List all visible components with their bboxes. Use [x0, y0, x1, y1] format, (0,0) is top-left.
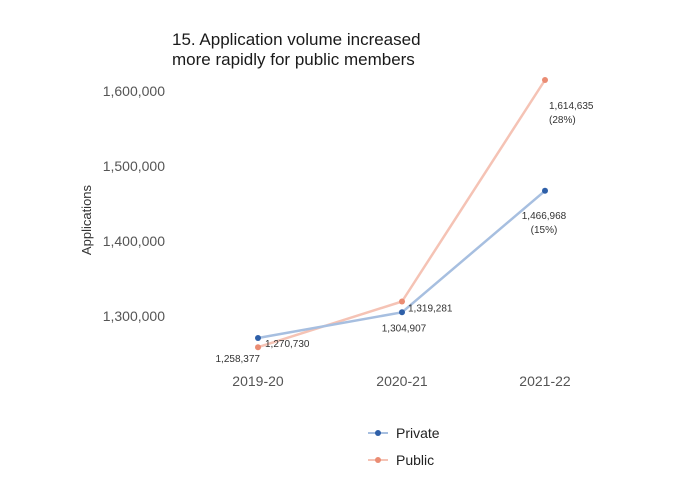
- x-tick-label: 2020-21: [376, 373, 428, 389]
- chart-title-line-2: more rapidly for public members: [172, 50, 415, 69]
- y-tick-label: 1,600,000: [103, 83, 165, 99]
- data-label-private-2019-20: 1,270,730: [265, 339, 310, 350]
- point-private-2020-21: [399, 309, 405, 316]
- x-axis-ticks: 2019-20 2020-21 2021-22: [232, 373, 571, 389]
- point-private-2021-22: [542, 187, 548, 194]
- y-axis-label: Applications: [79, 184, 94, 255]
- legend-marker-public: [375, 457, 381, 463]
- legend-label-public: Public: [396, 452, 434, 468]
- y-tick-label: 1,400,000: [103, 233, 165, 249]
- y-tick-label: 1,500,000: [103, 158, 165, 174]
- data-label-public-2019-20: 1,258,377: [216, 354, 261, 365]
- legend: Private Public: [368, 425, 440, 468]
- x-tick-label: 2019-20: [232, 373, 284, 389]
- legend-item-public[interactable]: Public: [368, 452, 434, 468]
- y-axis-ticks: 1,300,000 1,400,000 1,500,000 1,600,000: [103, 83, 165, 324]
- data-labels: 1,270,730 1,304,907 1,466,968 (15%) 1,258,37…: [216, 101, 594, 365]
- data-label-public-2020-21: 1,319,281: [408, 304, 453, 315]
- point-public-2019-20: [255, 344, 261, 351]
- legend-label-private: Private: [396, 425, 440, 441]
- legend-item-private[interactable]: Private: [368, 425, 440, 441]
- y-tick-label: 1,300,000: [103, 308, 165, 324]
- point-public-2020-21: [399, 298, 405, 305]
- series-line-private: [257, 189, 546, 340]
- data-label-public-2021-22: 1,614,635 (28%): [549, 101, 594, 126]
- series-points: [255, 77, 548, 351]
- point-public-2021-22: [542, 77, 548, 83]
- x-tick-label: 2021-22: [519, 373, 571, 389]
- series-lines: [257, 79, 547, 349]
- data-label-private-2021-22: 1,466,968 (15%): [522, 211, 567, 236]
- series-line-public: [257, 79, 547, 349]
- chart-title-line-1: 15. Application volume increased: [172, 30, 421, 49]
- data-label-private-2020-21: 1,304,907: [382, 323, 427, 334]
- point-private-2019-20: [255, 335, 261, 341]
- legend-marker-private: [375, 430, 381, 436]
